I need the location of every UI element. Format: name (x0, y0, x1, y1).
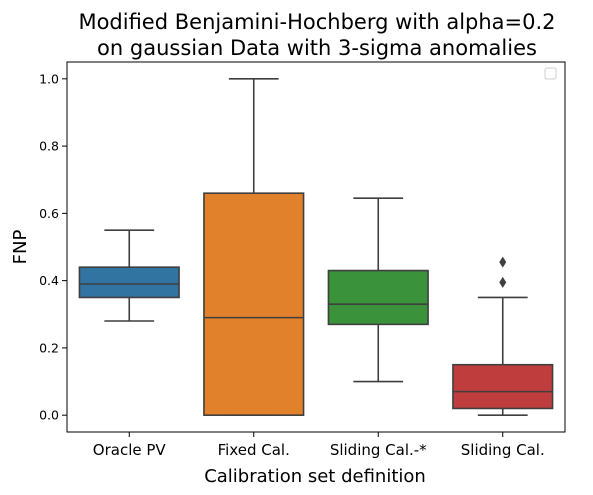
box (78, 266, 180, 299)
y-tick-label: 0.6 (39, 206, 59, 221)
y-tick-label: 0.2 (39, 340, 59, 355)
y-tick-label: 0.8 (39, 139, 59, 154)
chart-title-line2: on gaussian Data with 3-sigma anomalies (97, 36, 537, 60)
outlier-point (499, 256, 507, 268)
box (327, 269, 429, 326)
y-tick-label: 1.0 (39, 71, 59, 86)
plot-area: 0.0 0.2 0.4 0.6 0.8 1.0 Oracle PV Fixed Cal. Sli… (39, 61, 566, 459)
x-tick-label: Fixed Cal. (218, 441, 290, 459)
legend-box (544, 67, 557, 80)
chart-title-line1: Modified Benjamini-Hochberg with alpha=0… (78, 10, 555, 34)
x-tick-label: Sliding Cal.-* (330, 441, 427, 459)
x-tick-label: Oracle PV (93, 441, 167, 459)
x-axis-label: Calibration set definition (204, 466, 426, 487)
x-tick-label: Sliding Cal. (461, 441, 545, 459)
y-tick-label: 0.0 (39, 408, 59, 423)
outlier-point (499, 276, 507, 288)
y-tick-label: 0.4 (39, 273, 59, 288)
y-axis-label: FNP (10, 230, 31, 265)
plot-frame (66, 61, 566, 433)
box (452, 363, 554, 410)
box (203, 192, 305, 416)
